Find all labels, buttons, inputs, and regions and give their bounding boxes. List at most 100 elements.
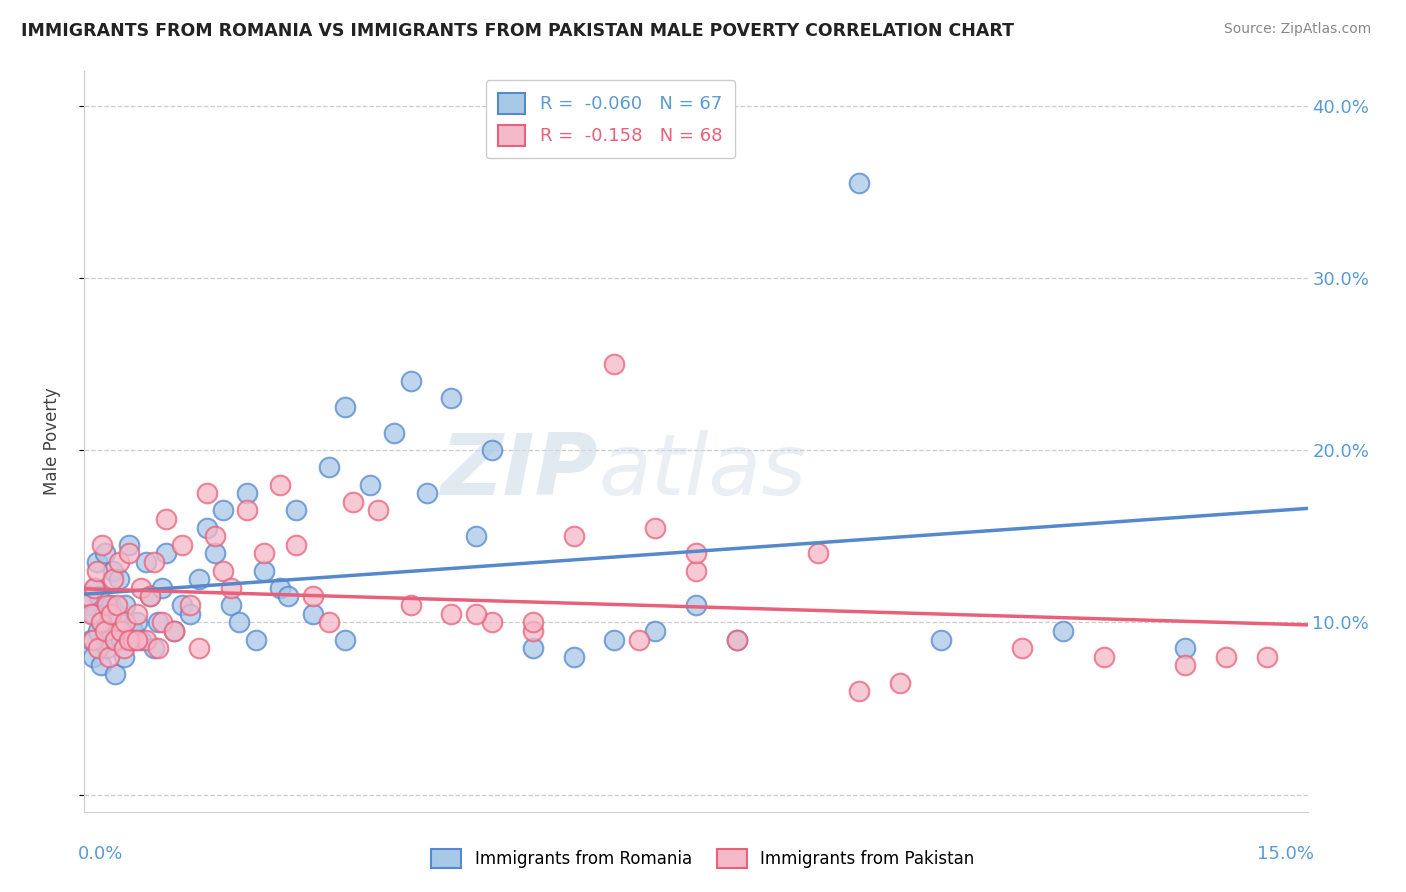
Legend: Immigrants from Romania, Immigrants from Pakistan: Immigrants from Romania, Immigrants from… xyxy=(425,842,981,875)
Point xyxy=(603,632,626,647)
Point xyxy=(82,649,104,664)
Point xyxy=(127,607,149,621)
Point xyxy=(212,503,235,517)
Text: 15.0%: 15.0% xyxy=(1257,845,1313,863)
Point xyxy=(112,641,135,656)
Point xyxy=(1256,649,1278,664)
Point xyxy=(382,425,405,440)
Point xyxy=(725,632,748,647)
Point xyxy=(142,641,165,656)
Point xyxy=(335,400,357,414)
Point xyxy=(195,521,218,535)
Point xyxy=(277,590,299,604)
Point xyxy=(118,632,141,647)
Point xyxy=(481,443,503,458)
Point xyxy=(97,632,120,647)
Point xyxy=(301,607,323,621)
Point xyxy=(1092,649,1115,664)
Point xyxy=(285,503,308,517)
Point xyxy=(87,590,110,604)
Point xyxy=(122,632,145,647)
Point xyxy=(481,615,503,630)
Point xyxy=(236,486,259,500)
Point xyxy=(150,615,173,630)
Point xyxy=(342,495,364,509)
Point xyxy=(440,392,463,406)
Point xyxy=(848,176,870,190)
Point xyxy=(627,632,650,647)
Point xyxy=(105,607,128,621)
Point xyxy=(93,624,115,638)
Text: Source: ZipAtlas.com: Source: ZipAtlas.com xyxy=(1223,22,1371,37)
Point xyxy=(100,598,122,612)
Point xyxy=(104,632,127,647)
Point xyxy=(91,615,114,630)
Point xyxy=(807,546,830,560)
Point xyxy=(253,564,276,578)
Point xyxy=(104,667,127,681)
Text: ZIP: ZIP xyxy=(440,430,598,513)
Point xyxy=(83,607,105,621)
Point xyxy=(80,632,103,647)
Point xyxy=(131,632,153,647)
Point xyxy=(1215,649,1237,664)
Point xyxy=(603,357,626,371)
Text: IMMIGRANTS FROM ROMANIA VS IMMIGRANTS FROM PAKISTAN MALE POVERTY CORRELATION CHA: IMMIGRANTS FROM ROMANIA VS IMMIGRANTS FR… xyxy=(21,22,1014,40)
Point xyxy=(77,590,100,604)
Point xyxy=(1011,641,1033,656)
Point xyxy=(107,572,129,586)
Point xyxy=(187,641,209,656)
Point xyxy=(155,546,177,560)
Point xyxy=(97,649,120,664)
Point xyxy=(90,615,112,630)
Point xyxy=(163,624,186,638)
Point xyxy=(253,546,276,560)
Point xyxy=(138,590,160,604)
Point xyxy=(335,632,357,647)
Point xyxy=(150,581,173,595)
Point xyxy=(110,632,132,647)
Point xyxy=(101,572,124,586)
Point xyxy=(112,649,135,664)
Point xyxy=(269,581,291,595)
Point xyxy=(416,486,439,500)
Point xyxy=(77,598,100,612)
Point xyxy=(644,521,666,535)
Point xyxy=(93,546,115,560)
Point xyxy=(562,529,585,543)
Point xyxy=(83,581,105,595)
Point xyxy=(127,615,149,630)
Point xyxy=(84,581,107,595)
Point xyxy=(685,564,707,578)
Point xyxy=(204,529,226,543)
Point xyxy=(725,632,748,647)
Point xyxy=(367,503,389,517)
Point xyxy=(146,615,169,630)
Point xyxy=(86,564,108,578)
Point xyxy=(195,486,218,500)
Point xyxy=(685,546,707,560)
Point xyxy=(318,460,340,475)
Point xyxy=(96,598,118,612)
Legend: R =  -0.060   N = 67, R =  -0.158   N = 68: R = -0.060 N = 67, R = -0.158 N = 68 xyxy=(485,80,735,158)
Point xyxy=(135,555,157,569)
Text: atlas: atlas xyxy=(598,430,806,513)
Point xyxy=(562,649,585,664)
Point xyxy=(285,538,308,552)
Point xyxy=(138,590,160,604)
Point xyxy=(359,477,381,491)
Point xyxy=(114,598,136,612)
Point xyxy=(110,624,132,638)
Point xyxy=(100,607,122,621)
Point xyxy=(118,546,141,560)
Point xyxy=(86,555,108,569)
Point xyxy=(522,615,544,630)
Point xyxy=(644,624,666,638)
Point xyxy=(318,615,340,630)
Point xyxy=(131,581,153,595)
Point xyxy=(179,607,201,621)
Point xyxy=(135,632,157,647)
Point xyxy=(101,564,124,578)
Point xyxy=(80,607,103,621)
Text: 0.0%: 0.0% xyxy=(79,845,124,863)
